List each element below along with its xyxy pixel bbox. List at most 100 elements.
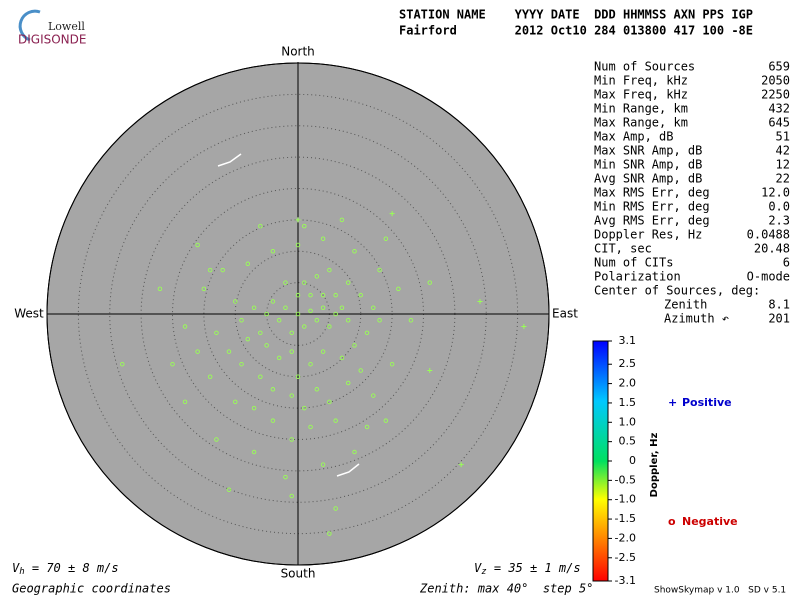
source-negative <box>352 248 357 254</box>
source-negative <box>320 236 326 241</box>
source-negative <box>345 318 351 323</box>
source-negative <box>295 292 301 298</box>
colorbar-tick-label: -1.0 <box>615 493 636 506</box>
source-negative <box>320 292 326 298</box>
stat-value: 659 <box>768 60 790 74</box>
legend-symbol: + <box>668 396 677 409</box>
source-negative <box>283 305 288 310</box>
source-negative <box>239 318 244 323</box>
source-negative <box>377 318 382 323</box>
stat-value: O-mode <box>747 270 790 284</box>
stat-label: Max RMS Err, deg <box>594 186 710 200</box>
stat-label: Center of Sources, deg: <box>594 284 760 298</box>
zenith-note: Zenith: max 40° step 5° <box>419 582 593 596</box>
stat-value: 51 <box>776 130 790 144</box>
source-negative <box>302 324 307 329</box>
colorbar-tick-label: 1.5 <box>619 396 637 409</box>
legend-label: Positive <box>682 396 732 409</box>
source-negative <box>251 449 257 455</box>
stats-table: Num of Sources 659 Min Freq, kHz 2050 Max Fr… <box>594 60 790 326</box>
vh: Vh = 70 ± 8 m/s <box>12 561 119 577</box>
source-negative <box>220 267 225 273</box>
logo-mark <box>18 9 41 42</box>
source-negative <box>207 267 213 273</box>
colorbar-label: Doppler, Hz <box>649 433 660 498</box>
source-negative <box>302 405 307 411</box>
stat-value: 12 <box>776 158 790 172</box>
source-negative <box>289 349 294 354</box>
stat-value: 42 <box>776 144 790 158</box>
source-negative <box>314 318 320 323</box>
colorbar-tick-label: -1.5 <box>615 512 636 525</box>
source-negative <box>327 531 332 536</box>
source-negative <box>258 330 263 336</box>
source-positive <box>427 367 433 373</box>
source-negative <box>314 387 320 392</box>
colorbar-tick-label: 0 <box>629 454 636 467</box>
vh-symbol: V <box>12 561 20 575</box>
source-negative <box>427 280 433 285</box>
stat-value: 645 <box>768 116 790 130</box>
east-label: East <box>552 307 578 321</box>
source-negative <box>283 280 288 285</box>
source-negative <box>195 349 200 354</box>
stat-value: 201 <box>768 312 790 326</box>
source-negative <box>327 267 332 273</box>
source-negative <box>295 242 301 248</box>
source-negative <box>214 437 219 442</box>
source-negative <box>333 418 338 423</box>
source-negative <box>258 374 263 380</box>
colorbar-ticks: 3.1 2.5 2.0 1.5 1.0 0.5 0 -0.5 -1.0 -1.5 -2.0 -2.5 -… <box>608 334 636 587</box>
stat-label: Max Freq, kHz <box>594 88 688 102</box>
source-negative <box>302 280 307 285</box>
legend-label: Negative <box>682 515 738 528</box>
colorbar-tick-label: 0.5 <box>619 435 637 448</box>
source-negative <box>258 223 263 229</box>
source-negative <box>283 474 288 480</box>
stat-label: Max Amp, dB <box>594 130 673 144</box>
source-negative <box>371 393 376 398</box>
source-negative <box>302 223 307 229</box>
stat-value: 2250 <box>761 88 790 102</box>
west-label: West <box>14 307 44 321</box>
source-negative <box>270 387 276 392</box>
source-negative <box>245 336 251 342</box>
source-negative <box>270 248 276 254</box>
vh-text: = 70 ± 8 m/s <box>25 561 119 575</box>
colorbar-tick-label: 2.5 <box>619 357 637 370</box>
source-negative <box>345 280 351 285</box>
source-negative <box>207 374 213 380</box>
source-negative <box>276 355 282 361</box>
logo-top: Lowell <box>48 20 85 33</box>
source-negative <box>320 349 326 354</box>
vh-sub: h <box>19 567 24 577</box>
source-negative <box>214 330 219 336</box>
source-positive <box>458 462 464 468</box>
source-negative <box>308 424 313 430</box>
source-negative <box>364 424 370 430</box>
colorbar-tick-label: 3.1 <box>619 334 637 347</box>
stat-value: 20.48 <box>754 242 790 256</box>
source-negative <box>352 449 357 455</box>
legend-symbol: o <box>668 515 676 528</box>
source-negative <box>396 286 401 292</box>
stat-value: 12.0 <box>761 186 790 200</box>
source-negative <box>371 305 376 310</box>
header-row: STATION NAME YYYY DATE DDD HHMMSS AXN PP… <box>399 8 753 22</box>
source-positive <box>389 211 395 217</box>
source-negative <box>239 361 244 367</box>
source-negative <box>308 292 313 298</box>
source-negative <box>276 318 282 323</box>
source-negative <box>320 462 326 467</box>
source-negative <box>270 299 276 304</box>
stat-value: 2050 <box>761 74 790 88</box>
source-negative <box>345 380 351 386</box>
stat-label: Polarization <box>594 270 681 284</box>
source-negative <box>327 399 332 405</box>
source-negative <box>308 361 313 367</box>
stat-label: CIT, sec <box>594 242 652 256</box>
source-negative <box>383 236 389 241</box>
source-negative <box>295 311 301 317</box>
source-negative <box>264 343 269 348</box>
source-negative <box>358 368 364 373</box>
